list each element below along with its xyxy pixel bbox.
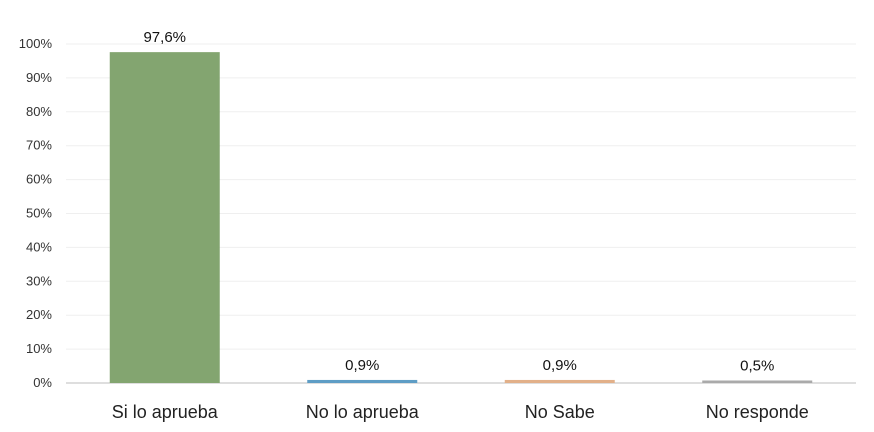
bar-value-label: 0,5% <box>740 358 774 375</box>
x-category-label: No lo aprueba <box>306 402 420 422</box>
y-tick-label: 60% <box>26 172 52 187</box>
y-tick-label: 70% <box>26 138 52 153</box>
bar <box>702 380 813 383</box>
bar-layer <box>109 52 813 384</box>
x-category-label: No Sabe <box>525 402 595 422</box>
y-tick-label: 0% <box>33 375 52 390</box>
y-tick-label: 30% <box>26 273 52 288</box>
y-tick-label: 50% <box>26 206 52 221</box>
x-category-label: No responde <box>706 402 809 422</box>
y-tick-label: 100% <box>19 36 53 51</box>
axis-layer: 0% 10% 20% 30% 40% 50% 60% 70% 80% 90% 100% <box>19 36 856 390</box>
y-tick-label: 90% <box>26 70 52 85</box>
x-category-label: Si lo aprueba <box>112 402 219 422</box>
y-tick-label: 40% <box>26 239 52 254</box>
bar <box>504 379 615 383</box>
bar <box>307 379 418 383</box>
y-tick-label: 20% <box>26 307 52 322</box>
bar <box>109 52 220 384</box>
bar-value-label: 0,9% <box>345 357 379 374</box>
y-tick-label: 10% <box>26 341 52 356</box>
bar-value-label: 0,9% <box>543 357 577 374</box>
label-layer: 97,6% Si lo aprueba 0,9% No lo aprueba 0,9% N… <box>112 29 809 422</box>
y-tick-label: 80% <box>26 104 52 119</box>
bar-value-label: 97,6% <box>143 29 186 46</box>
